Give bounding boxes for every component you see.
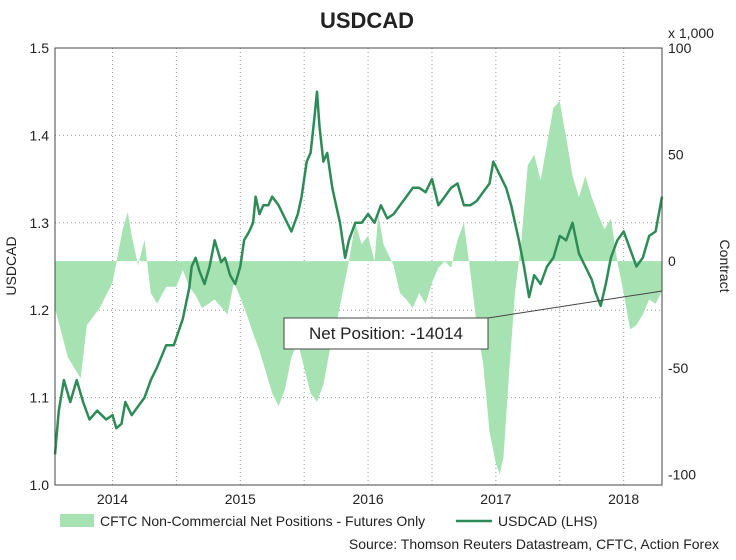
x-tick-label: 2016 bbox=[353, 491, 384, 507]
right-axis-label: Contract bbox=[717, 240, 733, 293]
legend: CFTC Non-Commercial Net Positions - Futu… bbox=[60, 513, 598, 529]
x-tick-label: 2018 bbox=[608, 491, 639, 507]
right-tick-label: 50 bbox=[668, 147, 684, 163]
x-tick-label: 2017 bbox=[480, 491, 511, 507]
net-position-callout: Net Position: -14014 bbox=[283, 290, 663, 350]
callout-text: Net Position: -14014 bbox=[309, 324, 463, 343]
net-positions-area-path bbox=[55, 101, 662, 475]
x-tick-label: 2015 bbox=[225, 491, 256, 507]
source-note: Source: Thomson Reuters Datastream, CFTC… bbox=[349, 536, 719, 552]
gridlines bbox=[55, 47, 662, 486]
usdcad-line-path bbox=[53, 90, 664, 455]
left-tick-label: 1.4 bbox=[30, 127, 50, 143]
plot-frame bbox=[54, 47, 663, 486]
right-tick-label: -50 bbox=[668, 360, 688, 376]
left-tick-label: 1.5 bbox=[30, 40, 50, 56]
usdcad-line bbox=[53, 90, 664, 455]
callout-leader-line bbox=[487, 290, 663, 319]
net-positions-area bbox=[55, 101, 662, 475]
left-tick-label: 1.0 bbox=[30, 477, 50, 493]
left-axis-label: USDCAD bbox=[3, 236, 19, 295]
x-axis-ticks: 2014 2015 2016 2017 2018 bbox=[97, 491, 640, 507]
right-axis-unit-label: x 1,000 bbox=[668, 25, 714, 41]
callout-box bbox=[283, 317, 489, 350]
legend-area-swatch bbox=[60, 514, 94, 527]
right-axis-ticks: -100 -50 0 50 100 bbox=[668, 40, 696, 482]
left-tick-label: 1.2 bbox=[30, 302, 50, 318]
right-tick-label: -100 bbox=[668, 466, 696, 482]
x-tick-label: 2014 bbox=[97, 491, 128, 507]
left-tick-label: 1.1 bbox=[30, 390, 50, 406]
legend-line-label: USDCAD (LHS) bbox=[498, 513, 598, 529]
legend-area-label: CFTC Non-Commercial Net Positions - Futu… bbox=[100, 513, 425, 529]
right-tick-label: 100 bbox=[668, 40, 692, 56]
right-tick-label: 0 bbox=[668, 253, 676, 269]
left-axis-ticks: 1.0 1.1 1.2 1.3 1.4 1.5 bbox=[30, 40, 50, 493]
left-tick-label: 1.3 bbox=[30, 215, 50, 231]
chart-title: USDCAD bbox=[320, 8, 414, 33]
